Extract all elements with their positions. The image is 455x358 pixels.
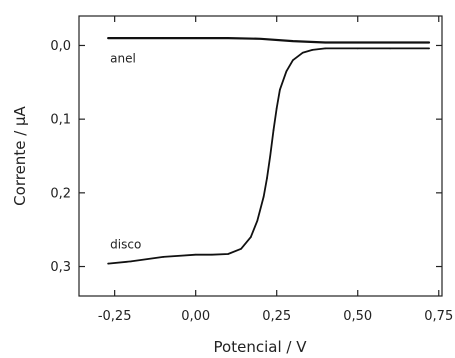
y-axis-title: Corrente / μA: [11, 105, 29, 205]
y-tick-label: 0,1: [50, 113, 71, 128]
disc-data-point: [240, 248, 242, 250]
disc-data-point: [130, 260, 132, 263]
disc-data-point: [266, 177, 268, 179]
disc-data-point: [275, 107, 278, 109]
plot-frame: [78, 15, 443, 297]
annotation-label: disco: [110, 237, 141, 251]
ring-data-point: [162, 37, 165, 39]
disc-data-point: [324, 47, 327, 50]
disc-current-line: [107, 47, 430, 265]
disc-data-point: [389, 47, 391, 50]
disc-data-point: [428, 47, 430, 50]
disc-data-point: [227, 253, 229, 255]
x-tick-label: 0,50: [343, 309, 372, 324]
disc-data-point: [162, 256, 165, 258]
series-layer: [107, 37, 431, 265]
disc-data-point: [256, 220, 259, 222]
ring-data-point: [292, 40, 294, 42]
disc-data-point: [285, 70, 288, 73]
disc-data-point: [269, 155, 272, 157]
disc-data-point: [194, 253, 197, 256]
ring-data-point: [259, 38, 262, 40]
x-tick-label: 0,25: [262, 309, 291, 324]
x-tick-label: -0,25: [98, 309, 132, 324]
x-tick-label: 0,00: [181, 309, 210, 324]
annotation-layer: anel disco: [110, 52, 141, 252]
disc-data-point: [311, 49, 314, 51]
ring-data-point: [324, 41, 327, 44]
y-tick-label: 0,2: [50, 186, 71, 201]
ring-data-point: [428, 41, 430, 44]
disc-data-point: [279, 88, 281, 91]
disc-data-point: [262, 195, 265, 198]
x-tick-label: 0,75: [424, 309, 453, 324]
ring-data-point: [389, 41, 391, 44]
ring-current-line: [107, 37, 431, 44]
x-axis-title: Potencial / V: [214, 338, 308, 356]
disc-data-point: [356, 47, 359, 50]
y-tick-label: 0,3: [50, 260, 71, 275]
ring-data-point: [107, 37, 109, 39]
disc-data-point: [250, 236, 252, 238]
y-tick-label: 0,0: [50, 39, 71, 54]
disc-data-point: [301, 52, 304, 54]
disc-data-point: [107, 262, 109, 265]
disc-data-point: [292, 59, 294, 61]
x-axis-ticks: -0,25 0,00 0,25 0,50 0,75: [98, 16, 453, 324]
ring-data-point: [194, 37, 197, 39]
disc-data-point: [211, 253, 213, 256]
annotation-label: anel: [110, 52, 136, 66]
disc-data-point: [272, 129, 275, 131]
ring-data-point: [356, 41, 359, 44]
y-axis-ticks: 0,0 0,1 0,2 0,3: [50, 39, 442, 275]
ring-data-point: [227, 37, 229, 39]
